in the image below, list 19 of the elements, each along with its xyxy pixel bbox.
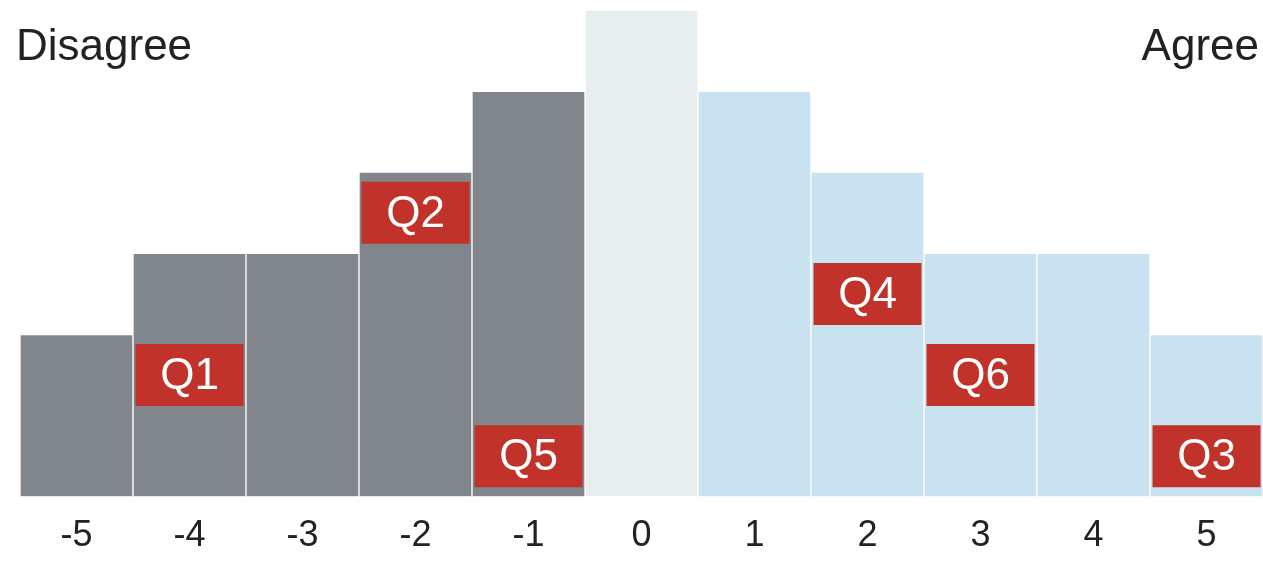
annotation: Agree xyxy=(1141,20,1259,70)
x-tick-label: -2 xyxy=(399,513,432,555)
x-tick-label: 1 xyxy=(744,513,765,555)
x-tick-label: 2 xyxy=(857,513,878,555)
annotation: Disagree xyxy=(16,20,193,70)
x-tick-label: 0 xyxy=(631,513,652,555)
x-tick-label: -5 xyxy=(60,513,93,555)
annotation: Q4 xyxy=(838,268,897,318)
annotation: Q3 xyxy=(1177,430,1236,480)
x-tick-label: -1 xyxy=(512,513,545,555)
annotation: Q5 xyxy=(499,430,558,480)
annotation: Q6 xyxy=(951,349,1010,399)
x-tick-label: -3 xyxy=(286,513,319,555)
x-tick-label: 5 xyxy=(1196,513,1217,555)
annotation: Q1 xyxy=(160,349,219,399)
annotation: Q2 xyxy=(386,186,445,236)
x-tick-label: 4 xyxy=(1083,513,1104,555)
x-tick-label: -4 xyxy=(173,513,206,555)
x-tick-label: 3 xyxy=(970,513,991,555)
